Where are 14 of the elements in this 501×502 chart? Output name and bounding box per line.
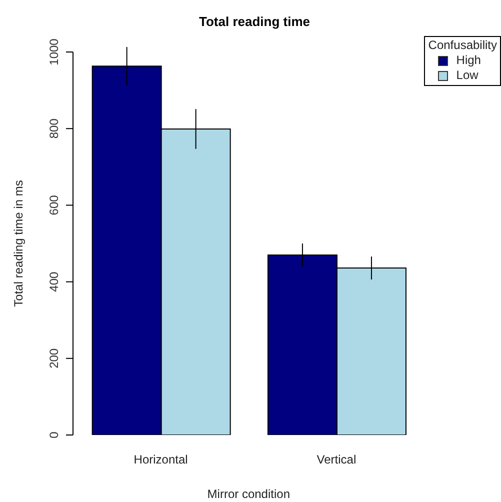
legend-title: Confusability [428, 38, 497, 53]
legend-label: Low [455, 68, 480, 83]
legend-label: High [455, 53, 482, 68]
x-tick-label: Horizontal [134, 452, 188, 467]
x-tick-label: Vertical [316, 452, 356, 467]
y-tick-label: 200 [47, 348, 61, 368]
y-tick-label: 800 [47, 118, 61, 139]
chart-title: Total reading time [198, 14, 311, 29]
y-axis-title: Total reading time in ms [11, 180, 26, 307]
x-axis-title: Mirror condition [207, 487, 290, 501]
y-tick-label: 1000 [47, 38, 61, 66]
y-tick-label: 600 [47, 194, 61, 216]
y-tick-label: 400 [47, 271, 61, 292]
y-tick-label: 0 [47, 431, 61, 438]
